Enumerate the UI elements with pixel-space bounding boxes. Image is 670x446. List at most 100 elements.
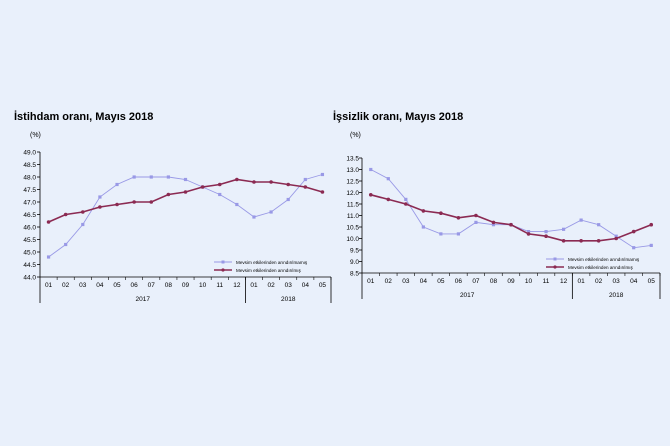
- data-point-adjusted: [579, 239, 583, 243]
- y-tick-label: 12.0: [346, 190, 359, 197]
- data-point-adjusted: [526, 232, 531, 236]
- y-tick-label: 47.5: [23, 187, 36, 194]
- data-point-adjusted: [421, 209, 426, 213]
- data-point-adjusted: [491, 220, 496, 225]
- year-group-label: 2017: [135, 296, 150, 303]
- data-point-unadjusted: [98, 195, 102, 199]
- x-tick-label: 01: [45, 282, 53, 289]
- y-tick-label: 12.5: [346, 179, 359, 186]
- data-point-unadjusted: [491, 223, 496, 227]
- x-tick-label: 06: [131, 282, 139, 289]
- unemployment-chart-title: İşsizlik oranı, Mayıs 2018: [333, 111, 464, 123]
- series-line-adjusted: [370, 194, 652, 242]
- data-point-adjusted: [46, 220, 51, 224]
- data-point-unadjusted: [544, 230, 548, 234]
- y-tick-label: 45.5: [23, 237, 36, 244]
- x-tick-label: 10: [199, 282, 207, 289]
- data-point-adjusted: [286, 182, 291, 187]
- legend-marker: [221, 260, 225, 264]
- y-tick-label: 11.0: [347, 213, 360, 220]
- x-tick-label: 10: [525, 278, 533, 285]
- y-tick-label: 46.0: [23, 225, 36, 232]
- data-point-unadjusted: [649, 243, 653, 247]
- data-point-unadjusted: [404, 197, 408, 201]
- data-point-unadjusted: [286, 197, 290, 202]
- x-tick-label: 11: [216, 282, 223, 289]
- data-point-unadjusted: [303, 177, 307, 182]
- year-group-label: 2017: [460, 292, 475, 299]
- x-tick-label: 03: [79, 282, 87, 289]
- data-point-adjusted: [149, 200, 154, 204]
- x-tick-label: 12: [233, 282, 241, 289]
- x-tick-label: 03: [613, 278, 621, 285]
- y-tick-label: 9.5: [350, 248, 359, 255]
- y-tick-label: 47.0: [23, 200, 36, 207]
- data-point-unadjusted: [132, 175, 136, 179]
- x-tick-label: 04: [420, 278, 428, 285]
- data-point-adjusted: [200, 185, 205, 189]
- data-point-adjusted: [614, 236, 618, 241]
- data-point-unadjusted: [439, 232, 443, 236]
- y-tick-label: 45.0: [23, 250, 36, 257]
- x-tick-label: 07: [148, 282, 156, 289]
- employment-chart: (%) 44.0 44.5 45.0 45.5 46.0 46.5 47.0 47.5 48.0 4…: [23, 132, 332, 303]
- x-tick-label: 05: [113, 282, 121, 289]
- data-point-unadjusted: [149, 175, 153, 179]
- data-point-unadjusted: [614, 234, 618, 238]
- data-point-adjusted: [561, 239, 566, 243]
- data-point-unadjusted: [456, 232, 461, 236]
- data-point-unadjusted: [235, 202, 239, 207]
- data-point-unadjusted: [632, 246, 636, 250]
- data-point-adjusted: [509, 222, 513, 227]
- x-tick-label: 03: [285, 282, 293, 289]
- x-tick-label: 09: [182, 282, 190, 289]
- data-point-adjusted: [404, 202, 408, 206]
- data-point-adjusted: [456, 216, 461, 220]
- x-tick-label: 08: [165, 282, 173, 289]
- y-tick-label: 13.0: [346, 167, 359, 174]
- y-tick-label: 48.0: [23, 175, 36, 182]
- x-tick-label: 02: [385, 278, 393, 285]
- series-line-unadjusted: [370, 169, 652, 249]
- data-point-adjusted: [132, 200, 136, 204]
- x-tick-label: 02: [595, 278, 603, 285]
- data-point-unadjusted: [81, 222, 85, 227]
- legend-marker: [221, 268, 225, 272]
- x-tick-label: 01: [250, 282, 258, 289]
- y-tick-label: 13.5: [346, 156, 359, 163]
- data-point-unadjusted: [579, 218, 583, 222]
- data-point-unadjusted: [526, 230, 531, 234]
- data-point-unadjusted: [46, 255, 51, 259]
- data-point-adjusted: [183, 190, 188, 194]
- data-point-unadjusted: [474, 220, 478, 224]
- y-axis-unit-label: (%): [350, 132, 361, 139]
- x-tick-label: 05: [319, 282, 327, 289]
- data-point-adjusted: [98, 205, 102, 209]
- data-point-adjusted: [544, 234, 548, 238]
- data-point-adjusted: [320, 190, 325, 194]
- legend-label: Mevsim etkilerinden arındırılmış: [236, 268, 302, 273]
- x-tick-label: 02: [62, 282, 70, 289]
- data-point-unadjusted: [561, 227, 566, 231]
- y-tick-label: 11.5: [347, 202, 360, 209]
- employment-chart-title: İstihdam oranı, Mayıs 2018: [14, 111, 154, 123]
- data-point-adjusted: [217, 182, 222, 187]
- year-group-label: 2018: [281, 296, 296, 303]
- data-point-adjusted: [115, 202, 119, 207]
- x-tick-label: 11: [543, 278, 550, 285]
- y-tick-label: 49.0: [23, 150, 36, 157]
- x-tick-label: 08: [490, 278, 498, 285]
- legend-marker: [553, 265, 557, 269]
- legend-marker: [553, 257, 557, 261]
- data-point-adjusted: [303, 185, 308, 189]
- data-point-adjusted: [596, 239, 601, 243]
- data-point-unadjusted: [115, 182, 119, 187]
- x-tick-label: 09: [507, 278, 515, 285]
- data-point-adjusted: [368, 193, 373, 197]
- data-point-adjusted: [252, 180, 256, 184]
- data-point-unadjusted: [183, 177, 188, 182]
- data-point-adjusted: [649, 222, 654, 227]
- data-point-unadjusted: [166, 175, 170, 179]
- x-tick-label: 04: [630, 278, 638, 285]
